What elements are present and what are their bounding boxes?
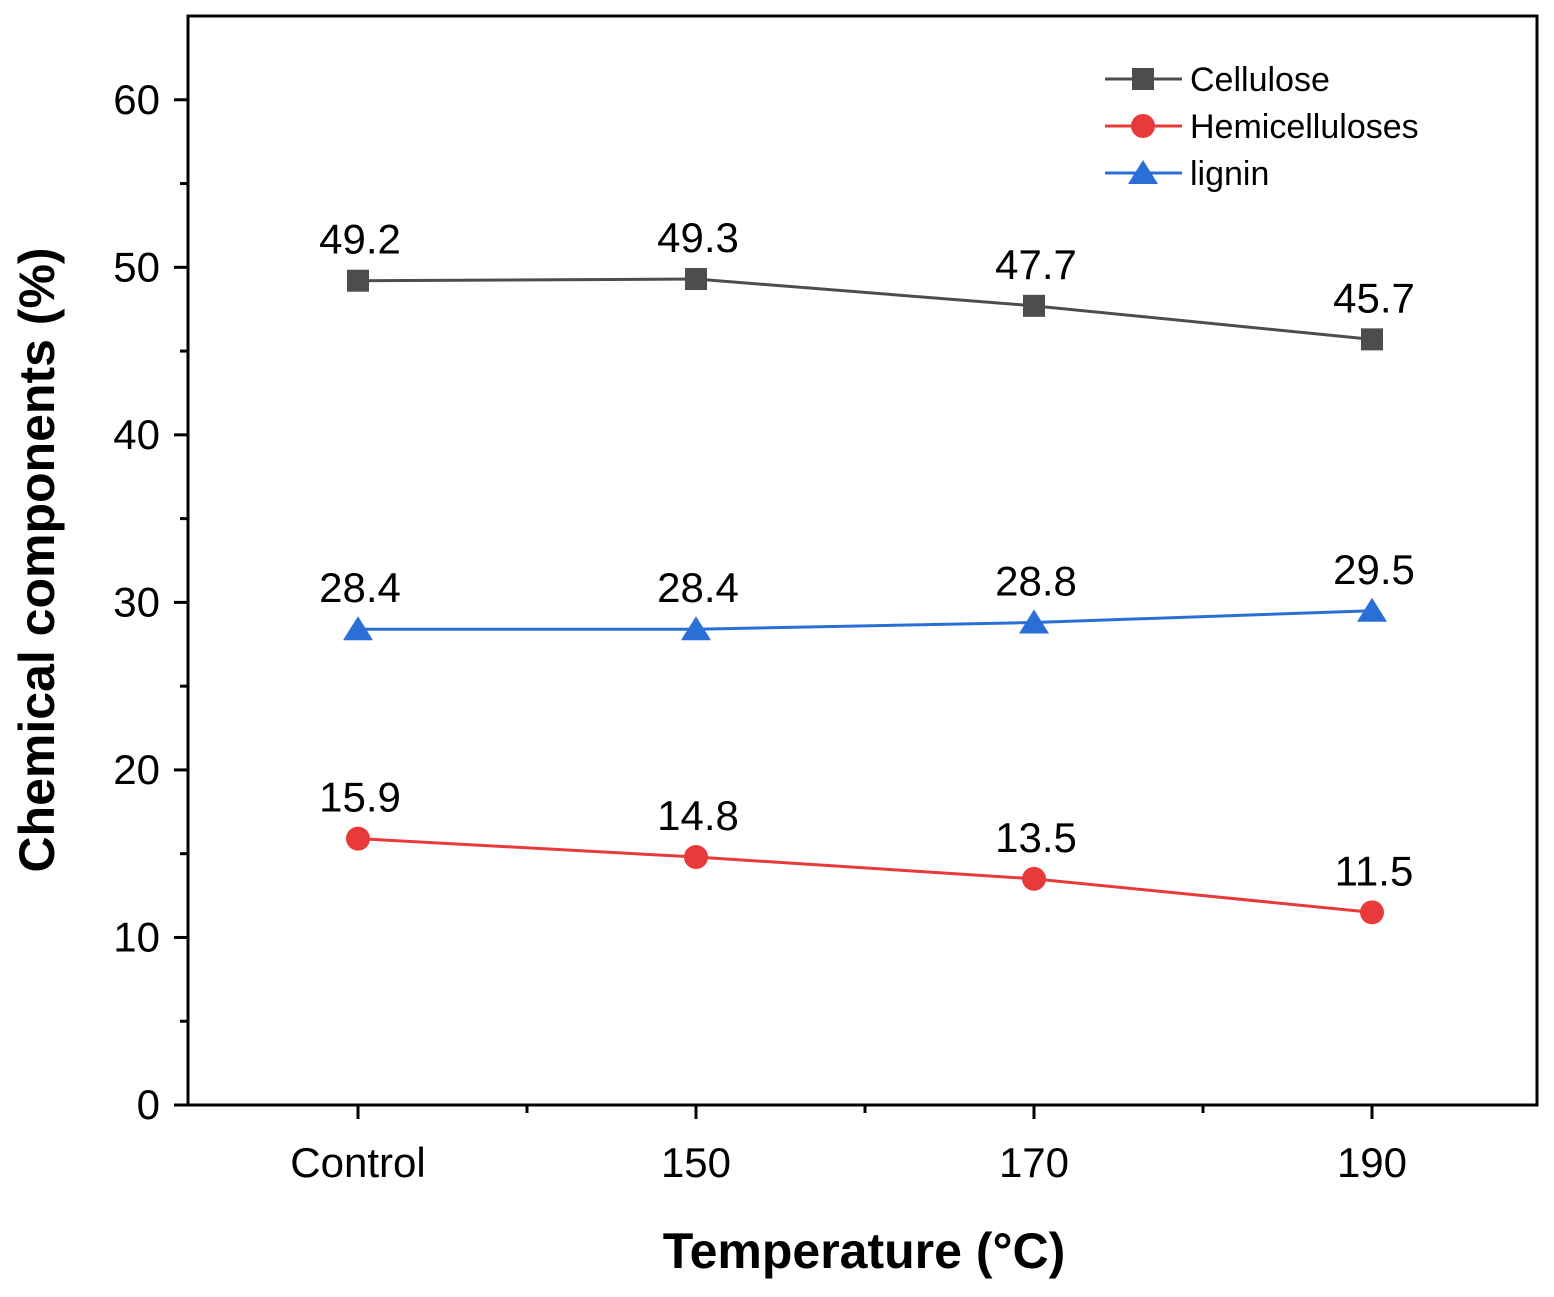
y-tick-label: 10 [113,913,160,960]
data-point-lignin [1019,609,1049,634]
data-point-hemicelluloses [346,826,370,851]
y-tick-label: 60 [113,76,160,123]
series-lignin: 28.4 28.4 28.8 29.5 [319,546,1415,641]
legend-item-hemicelluloses: Hemicelluloses [1105,108,1419,146]
x-tick-label: Control [290,1139,425,1186]
series-cellulose: 49.2 49.3 47.7 45.7 [319,214,1415,351]
data-label-lignin: 28.4 [657,564,739,611]
series-line-hemicelluloses [357,837,1373,914]
legend-marker-cellulose [1132,68,1154,90]
data-label-lignin: 28.8 [995,557,1077,604]
series-layer: 49.2 49.347.745.715.9 14.8 13.511.528.4 28.4… [319,214,1415,925]
data-point-hemicelluloses [1360,900,1384,925]
legend-marker-lignin [1128,160,1158,184]
x-tick-label: 190 [1337,1139,1407,1186]
data-point-lignin [343,616,373,641]
data-label-cellulose: 45.7 [1333,274,1415,321]
y-tick-label: 20 [113,746,160,793]
y-tick-label: 30 [113,578,160,625]
y-tick-label: 40 [113,411,160,458]
data-point-lignin [1357,597,1387,622]
data-point-lignin [681,616,711,641]
legend-item-cellulose: Cellulose [1105,61,1330,99]
x-axis-ticks: Control 150 170 190 [290,1105,1407,1186]
data-label-hemicelluloses: 11.5 [1335,847,1414,894]
legend-item-lignin: lignin [1105,155,1269,193]
data-point-cellulose [347,269,369,292]
plot-frame [186,14,1539,1107]
data-label-cellulose: 49.2 [319,216,401,263]
legend-label-lignin: lignin [1190,155,1269,193]
data-label-hemicelluloses: 13.5 [995,814,1077,861]
legend-marker-hemicelluloses [1131,114,1155,138]
y-axis-ticks: 0 10 20 30 40 50 60 [113,76,188,1128]
series-line-cellulose [357,277,1373,341]
x-tick-label: 150 [661,1139,731,1186]
data-point-cellulose [1023,294,1045,317]
data-point-hemicelluloses [684,845,708,870]
y-axis-title: Chemical components (%) [9,247,65,872]
legend: Cellulose Hemicelluloses lignin [1105,61,1419,193]
data-label-lignin: 28.4 [319,564,401,611]
data-label-cellulose: 47.7 [995,241,1077,288]
data-point-cellulose [1361,328,1383,351]
data-label-lignin: 29.5 [1333,546,1415,593]
data-point-cellulose [685,268,707,291]
legend-label-hemicelluloses: Hemicelluloses [1190,108,1419,146]
y-tick-label: 50 [113,243,160,290]
data-label-hemicelluloses: 14.8 [657,792,739,839]
data-label-hemicelluloses: 15.9 [319,774,401,821]
series-hemicelluloses: 15.9 14.8 13.5 11.5 [319,774,1413,925]
x-axis-title: Temperature (°C) [663,1223,1065,1279]
data-label-cellulose: 49.3 [657,214,739,261]
y-tick-label: 0 [137,1081,160,1128]
x-tick-label: 170 [999,1139,1069,1186]
legend-label-cellulose: Cellulose [1190,61,1330,99]
series-line-lignin [358,609,1373,631]
data-point-hemicelluloses [1022,866,1046,891]
